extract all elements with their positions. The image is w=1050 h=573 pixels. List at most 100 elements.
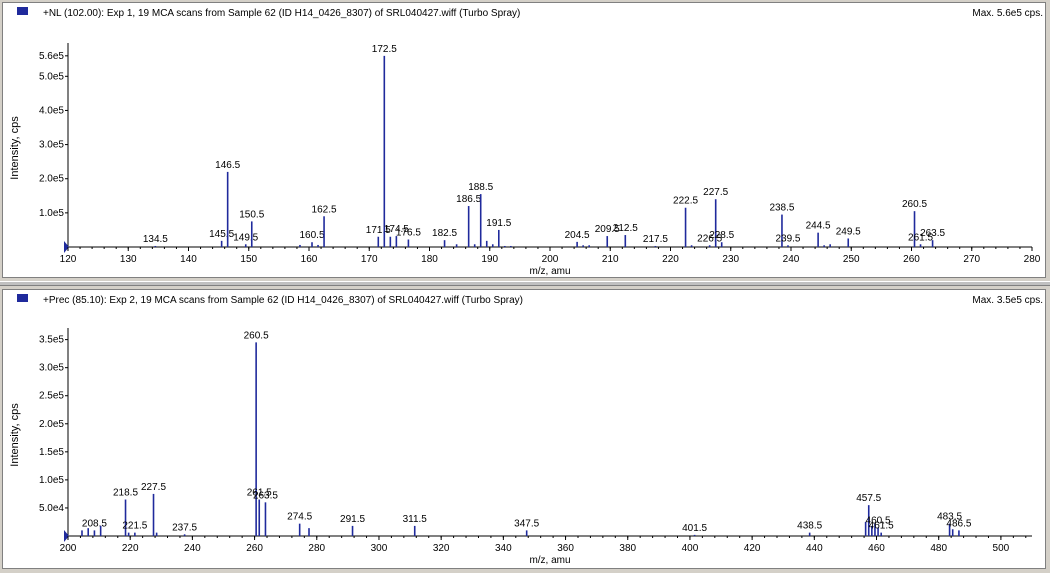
x-tick-label: 380 [619,543,636,554]
y-tick-label: 2.5e5 [39,391,64,402]
y-axis-label: Intensity, cps [9,403,21,467]
x-axis-label: m/z, amu [529,555,570,566]
peak-label: 146.5 [215,160,240,171]
y-tick-label: 5.0e4 [39,503,64,514]
spectrum-panel-2[interactable]: +Prec (85.10): Exp 2, 19 MCA scans from … [2,289,1046,569]
x-tick-label: 400 [682,543,699,554]
peak-label: 263.5 [920,228,945,239]
peak-label: 226.5 [697,233,722,244]
peak-label: 461.5 [869,521,894,532]
peak-label: 134.5 [143,234,168,245]
x-tick-label: 340 [495,543,512,554]
x-axis-label: m/z, amu [529,266,570,277]
y-tick-label: 3.5e5 [39,335,64,346]
x-tick-label: 280 [1024,254,1041,265]
x-tick-label: 300 [371,543,388,554]
peak-label: 176.5 [396,227,421,238]
legend-swatch [17,7,28,15]
x-tick-label: 180 [421,254,438,265]
y-tick-label: 2.0e5 [39,419,64,430]
peak-label: 222.5 [673,196,698,207]
x-tick-label: 210 [602,254,619,265]
max-intensity-label: Max. 3.5e5 cps. [972,295,1043,306]
peak-label: 261.5 [908,232,933,243]
x-tick-label: 500 [993,543,1010,554]
peak-label: 188.5 [468,182,493,193]
x-tick-label: 130 [120,254,137,265]
peak-label: 149.5 [233,232,258,243]
x-tick-label: 200 [542,254,559,265]
peak-label: 212.5 [613,223,638,234]
x-tick-label: 460 [868,543,885,554]
peak-label: 228.5 [709,230,734,241]
y-tick-label: 3.0e5 [39,363,64,374]
y-tick-label: 1.0e5 [39,208,64,219]
peak-label: 274.5 [287,512,312,523]
peak-label: 221.5 [122,521,147,532]
x-tick-label: 260 [246,543,263,554]
x-tick-label: 150 [240,254,257,265]
peak-label: 191.5 [486,218,511,229]
peak-label: 204.5 [565,230,590,241]
x-tick-label: 480 [930,543,947,554]
peak-label: 172.5 [372,44,397,55]
peak-label: 486.5 [946,518,971,529]
y-tick-label: 1.5e5 [39,447,64,458]
y-tick-label: 2.0e5 [39,174,64,185]
x-tick-label: 120 [60,254,77,265]
x-axis-marker [64,530,69,542]
spectrum-panel-1[interactable]: +NL (102.00): Exp 1, 19 MCA scans from S… [2,2,1046,278]
x-tick-label: 230 [722,254,739,265]
peak-label: 311.5 [403,514,428,525]
peak-label: 261.5 [247,488,272,499]
peak-label: 347.5 [514,518,539,529]
peak-label: 438.5 [797,521,822,532]
y-tick-label: 4.0e5 [39,105,64,116]
x-tick-label: 320 [433,543,450,554]
peak-label: 249.5 [836,226,861,237]
x-tick-label: 240 [184,543,201,554]
peak-label: 291.5 [340,514,365,525]
x-tick-label: 190 [481,254,498,265]
peak-label: 401.5 [682,523,707,534]
x-tick-label: 220 [662,254,679,265]
panel-splitter[interactable] [0,281,1050,286]
peak-label: 218.5 [113,488,138,499]
y-tick-label: 1.0e5 [39,475,64,486]
x-tick-label: 260 [903,254,920,265]
peak-label: 174.5 [384,224,409,235]
peak-label: 227.5 [703,187,728,198]
x-axis-marker [64,241,69,253]
x-tick-label: 250 [843,254,860,265]
chart-title: +NL (102.00): Exp 1, 19 MCA scans from S… [43,8,520,19]
x-tick-label: 360 [557,543,574,554]
peak-label: 208.5 [82,518,107,529]
x-tick-label: 440 [806,543,823,554]
peak-label: 238.5 [769,203,794,214]
max-intensity-label: Max. 5.6e5 cps. [972,8,1043,19]
peak-label: 209.5 [595,224,620,235]
x-tick-label: 280 [308,543,325,554]
y-tick-label: 5.6e5 [39,51,64,62]
peak-label: 460.5 [866,516,891,527]
peak-label: 457.5 [856,493,881,504]
peak-label: 237.5 [172,522,197,533]
peak-label: 171.5 [366,225,391,236]
peak-label: 145.5 [209,229,234,240]
spectrum-chart-1: +NL (102.00): Exp 1, 19 MCA scans from S… [9,7,1043,277]
x-tick-label: 200 [60,543,77,554]
x-tick-label: 160 [301,254,318,265]
peak-label: 483.5 [937,512,962,523]
peak-label: 160.5 [299,230,324,241]
x-tick-label: 240 [783,254,800,265]
chart-title: +Prec (85.10): Exp 2, 19 MCA scans from … [43,295,523,306]
peak-label: 182.5 [432,228,457,239]
peak-label: 244.5 [806,221,831,232]
x-tick-label: 420 [744,543,761,554]
y-axis-label: Intensity, cps [9,116,21,180]
peak-label: 263.5 [253,490,278,501]
peak-label: 217.5 [643,234,668,245]
peak-label: 150.5 [239,209,264,220]
peak-label: 186.5 [456,194,481,205]
peak-label: 260.5 [902,199,927,210]
